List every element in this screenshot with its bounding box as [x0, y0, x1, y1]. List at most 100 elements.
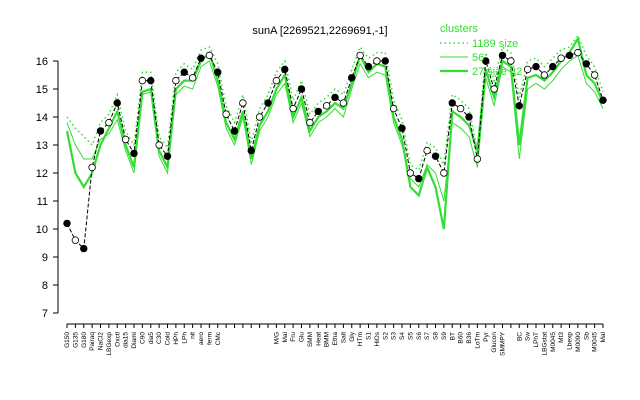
x-tick-label: Mal — [282, 331, 289, 342]
x-tick-label: Sb — [583, 332, 590, 340]
x-tick-label: LPhT — [533, 332, 540, 348]
data-point — [373, 57, 381, 65]
data-point — [389, 104, 398, 113]
legend-label: 27 size 82 — [472, 66, 522, 78]
x-tick-label: Sw — [525, 332, 532, 341]
data-point — [130, 149, 138, 158]
data-point — [498, 51, 507, 60]
data-point — [440, 169, 448, 177]
data-point — [155, 141, 163, 149]
data-point — [507, 57, 515, 65]
data-point — [431, 152, 440, 160]
x-tick-label: BT — [449, 332, 456, 340]
x-tick-label: M0045 — [592, 332, 599, 352]
data-point — [105, 118, 113, 127]
x-tick-label: NaCl2 — [98, 332, 105, 350]
x-tick-label: Glucon — [491, 332, 498, 353]
y-tick-label: 9 — [42, 252, 48, 264]
y-tick-label: 7 — [42, 308, 48, 320]
x-tick-label: Glu — [299, 332, 306, 343]
data-point — [348, 74, 356, 82]
data-point — [532, 62, 540, 71]
data-point — [322, 102, 331, 110]
data-point — [80, 244, 88, 253]
y-tick-label: 16 — [36, 56, 48, 68]
x-tick-label: S8 — [433, 332, 440, 340]
x-tick-label: HPh — [173, 332, 180, 345]
data-point — [147, 76, 155, 85]
x-tick-label: G180 — [81, 332, 88, 348]
data-point — [515, 102, 523, 110]
data-point — [423, 146, 431, 155]
data-point — [205, 51, 214, 60]
data-point — [599, 96, 607, 104]
x-tick-label: aero — [198, 332, 205, 345]
x-tick-label: Pairaq — [89, 332, 96, 351]
data-point — [473, 155, 482, 163]
x-tick-label: Gly — [349, 331, 356, 342]
data-point — [381, 57, 389, 65]
data-point — [406, 169, 415, 177]
x-tick-label: B60 — [458, 332, 465, 344]
x-tick-label: Mt3 — [558, 332, 565, 343]
data-point — [297, 85, 306, 93]
data-point — [582, 60, 590, 68]
data-point — [549, 62, 557, 71]
x-tick-label: Pyr — [483, 331, 490, 342]
x-tick-label: S7 — [424, 332, 431, 340]
data-point — [523, 65, 532, 74]
data-point — [364, 62, 373, 71]
x-tick-label: S4 — [399, 332, 406, 340]
legend-label: 56 — [472, 52, 484, 64]
x-tick-label: S5 — [407, 332, 414, 340]
data-point — [339, 99, 348, 107]
data-point — [163, 152, 172, 160]
data-point — [415, 174, 423, 183]
data-point — [113, 99, 121, 107]
x-tick-label: G135 — [72, 332, 79, 348]
data-point — [96, 127, 105, 135]
y-tick-label: 11 — [37, 196, 48, 208]
data-point — [197, 54, 205, 62]
data-point — [398, 124, 406, 132]
y-tick-label: 10 — [36, 224, 48, 236]
y-tick-label: 13 — [36, 140, 48, 152]
legend-title: clusters — [440, 23, 478, 35]
x-tick-label: nit — [190, 332, 197, 339]
y-tick-label: 14 — [36, 112, 48, 124]
series-line — [66, 34, 604, 172]
x-tick-label: Etha — [332, 332, 339, 346]
series-line — [66, 54, 604, 202]
x-tick-label: S2 — [382, 332, 389, 340]
x-tick-label: LBGstat — [541, 332, 548, 356]
x-tick-label: Salt — [340, 332, 347, 343]
x-tick-label: dia5 — [148, 332, 155, 345]
data-point — [239, 99, 247, 107]
x-tick-label: LoTm — [474, 332, 481, 349]
data-point — [482, 57, 490, 65]
x-tick-label: C90 — [139, 332, 146, 344]
x-tick-label: C30 — [156, 332, 163, 344]
data-point — [121, 135, 130, 144]
x-tick-label: Heat — [315, 332, 322, 346]
data-point — [264, 99, 272, 107]
data-point — [306, 118, 314, 127]
x-tick-label: M0090 — [575, 332, 582, 352]
data-point — [356, 51, 364, 60]
x-tick-label: S6 — [416, 332, 423, 340]
data-point — [557, 54, 565, 62]
legend-label: 1189 size — [472, 38, 518, 50]
x-tick-label: LPh — [181, 332, 188, 344]
data-point — [281, 65, 289, 74]
x-tick-label: BMM — [324, 332, 331, 347]
x-tick-label: G150 — [64, 332, 71, 348]
data-point — [180, 68, 188, 76]
data-point — [465, 113, 473, 121]
x-tick-label: Cold — [165, 332, 172, 346]
data-point — [247, 146, 255, 155]
data-point — [214, 68, 222, 76]
x-tick-label: B36 — [466, 332, 473, 344]
x-tick-label: HTm — [357, 332, 364, 346]
x-tick-label: S9 — [441, 332, 448, 340]
